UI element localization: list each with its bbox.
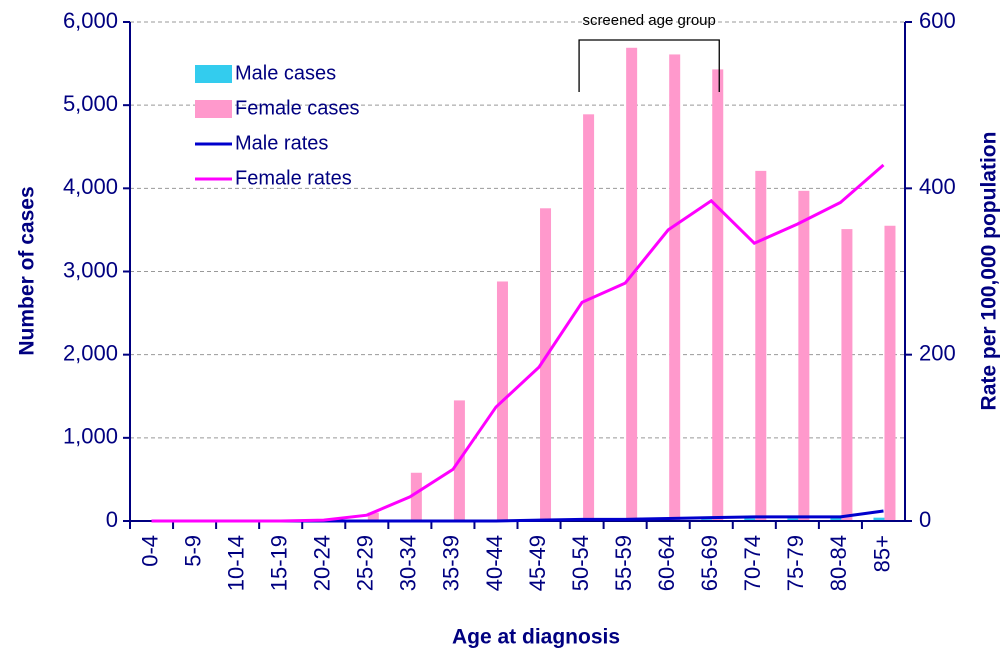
bar [787,518,799,521]
x-tick-label: 30-34 [396,535,421,591]
x-tick-label: 40-44 [482,535,507,591]
x-tick-label: 70-74 [740,535,765,591]
bar [712,69,724,521]
legend-label: Female cases [235,97,360,119]
bar [798,190,810,521]
y-tick-label: 0 [106,507,118,532]
x-tick-label: 85+ [869,535,894,572]
x-tick-label: 25-29 [353,535,378,591]
bar [669,54,681,522]
y2-tick-label: 0 [919,507,931,532]
legend-swatch [195,100,232,118]
legend-label: Male cases [235,62,336,84]
y-tick-label: 4,000 [63,174,118,199]
x-tick-label: 80-84 [826,535,851,591]
y2-axis-title: Rate per 100,000 population [978,132,1001,411]
x-tick-label: 5-9 [180,535,205,567]
y-tick-label: 2,000 [63,340,118,365]
x-tick-label: 65-69 [697,535,722,591]
legend-swatch [195,65,232,83]
y2-tick-label: 200 [919,340,956,365]
legend-label: Female rates [235,167,352,189]
y-tick-label: 1,000 [63,424,118,449]
x-tick-label: 10-14 [223,535,248,591]
bar [884,225,896,521]
bar [841,229,853,521]
x-tick-label: 75-79 [783,535,808,591]
bar [583,114,595,521]
bar [410,472,422,521]
y-tick-label: 6,000 [63,8,118,33]
bar [540,208,552,521]
y-tick-label: 3,000 [63,257,118,282]
bar [755,170,767,521]
bar [367,512,379,521]
y2-tick-label: 400 [919,174,956,199]
x-tick-label: 0-4 [137,535,162,567]
bar [873,517,885,521]
bar [626,47,638,521]
x-axis-title: Age at diagnosis [452,626,620,649]
x-tick-label: 60-64 [654,535,679,591]
x-tick-label: 15-19 [267,535,292,591]
legend-label: Male rates [235,132,328,154]
y2-tick-label: 600 [919,8,956,33]
line [151,163,885,523]
x-tick-label: 35-39 [439,535,464,591]
y-axis-title: Number of cases [16,186,39,355]
bracket [578,39,720,92]
x-tick-label: 45-49 [525,535,550,591]
bar [830,517,842,521]
y-tick-label: 5,000 [63,91,118,116]
x-tick-label: 55-59 [611,535,636,591]
bar [744,518,756,521]
x-tick-label: 50-54 [568,535,593,591]
annotation: screened age group [582,12,715,29]
x-tick-label: 20-24 [310,535,335,591]
